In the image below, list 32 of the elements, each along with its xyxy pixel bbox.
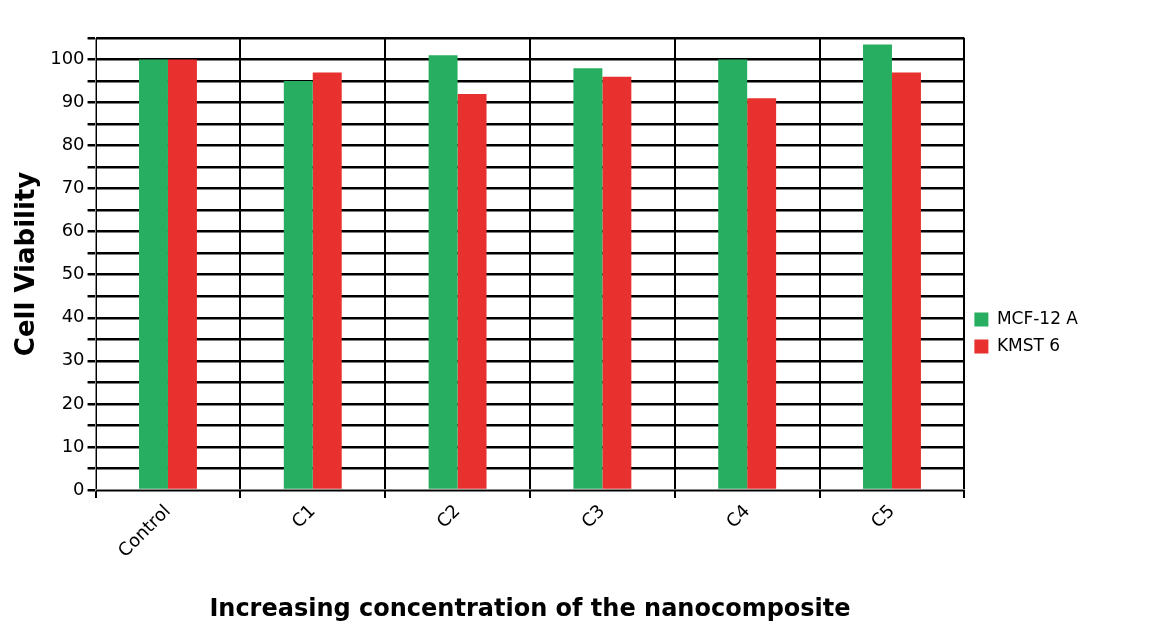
bar (863, 44, 892, 489)
x-tick-label: C5 (866, 499, 899, 532)
bar (167, 59, 197, 489)
bar (747, 98, 777, 489)
y-tick-label: 30 (61, 348, 85, 370)
x-tick-label: C2 (431, 499, 464, 532)
legend-label: KMST 6 (996, 334, 1061, 355)
y-tick-label: 20 (61, 391, 85, 413)
bar (457, 93, 487, 489)
bar (891, 72, 921, 489)
bar (283, 81, 313, 489)
x-tick-label: C3 (576, 499, 609, 532)
y-tick-label: 10 (61, 434, 85, 456)
bar (312, 72, 342, 489)
bar (139, 59, 168, 489)
y-tick-label: 90 (61, 90, 85, 112)
y-axis-title: Cell Viability (10, 171, 41, 357)
bar (718, 59, 748, 489)
y-tick-label: 80 (61, 133, 85, 155)
y-tick-label: 100 (50, 47, 85, 69)
bar (602, 76, 632, 489)
y-tick-label: 0 (73, 477, 85, 499)
y-tick-label: 60 (61, 219, 85, 241)
y-tick-label: 70 (61, 176, 85, 198)
y-tick-label: 50 (61, 262, 85, 284)
x-axis-title: Increasing concentration of the nanocomposite (209, 593, 851, 622)
legend-label: MCF-12 A (996, 307, 1079, 328)
x-tick-label: C4 (721, 499, 754, 532)
bar (573, 68, 603, 489)
bar (428, 55, 458, 489)
y-tick-label: 40 (61, 305, 85, 327)
x-tick-label: C1 (287, 499, 319, 532)
